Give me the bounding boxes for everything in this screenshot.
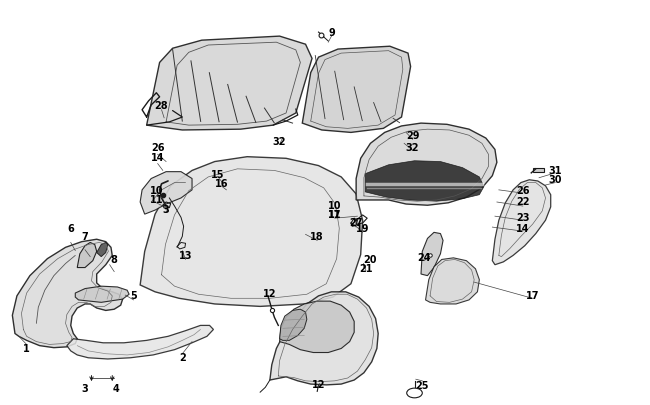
Polygon shape	[356, 124, 497, 206]
Text: 29: 29	[406, 131, 419, 141]
Text: 32: 32	[273, 137, 287, 147]
Text: 8: 8	[111, 254, 118, 264]
Text: 5: 5	[130, 290, 137, 301]
Text: 2: 2	[179, 352, 186, 362]
Text: 25: 25	[415, 380, 429, 390]
Text: 20: 20	[363, 254, 377, 264]
Polygon shape	[280, 301, 354, 353]
Text: 1: 1	[23, 343, 30, 354]
Text: 17: 17	[328, 210, 341, 220]
Text: 3: 3	[162, 205, 170, 215]
Text: 21: 21	[359, 263, 372, 273]
Text: 18: 18	[311, 232, 324, 242]
Text: 10: 10	[150, 185, 163, 195]
Text: 26: 26	[516, 185, 530, 195]
Polygon shape	[77, 243, 97, 268]
Circle shape	[407, 388, 422, 398]
Bar	[532, 168, 544, 173]
Polygon shape	[147, 37, 312, 131]
Text: 26: 26	[151, 143, 164, 153]
Polygon shape	[492, 180, 551, 265]
Polygon shape	[270, 292, 378, 385]
Polygon shape	[97, 243, 108, 257]
Polygon shape	[426, 258, 479, 304]
Polygon shape	[75, 286, 129, 303]
Text: 13: 13	[179, 250, 192, 260]
Text: 3: 3	[82, 383, 88, 393]
Polygon shape	[365, 161, 484, 202]
Text: 7: 7	[82, 232, 88, 242]
Polygon shape	[280, 309, 307, 341]
Text: 12: 12	[312, 379, 325, 389]
Text: 32: 32	[406, 143, 419, 153]
Polygon shape	[67, 326, 213, 359]
Text: 4: 4	[112, 383, 120, 393]
Text: 28: 28	[155, 101, 168, 111]
Text: 14: 14	[151, 153, 164, 163]
Text: 16: 16	[214, 178, 228, 188]
Text: 14: 14	[516, 224, 530, 234]
Text: 11: 11	[328, 210, 341, 220]
Text: 23: 23	[516, 213, 530, 223]
Text: 19: 19	[356, 224, 369, 234]
Polygon shape	[140, 157, 363, 307]
Polygon shape	[421, 233, 443, 276]
Text: 6: 6	[68, 224, 74, 234]
Text: 15: 15	[211, 169, 225, 179]
Text: 12: 12	[263, 288, 277, 298]
Text: 31: 31	[549, 165, 562, 175]
Text: 30: 30	[549, 174, 562, 184]
Polygon shape	[12, 240, 123, 348]
Text: 10: 10	[328, 200, 341, 210]
Text: 9: 9	[328, 28, 335, 38]
Polygon shape	[140, 172, 192, 215]
Text: 17: 17	[526, 290, 540, 301]
Polygon shape	[302, 47, 411, 133]
Text: 11: 11	[150, 195, 163, 205]
Text: 27: 27	[350, 218, 363, 228]
Text: 24: 24	[417, 252, 431, 262]
Text: 22: 22	[516, 197, 530, 207]
